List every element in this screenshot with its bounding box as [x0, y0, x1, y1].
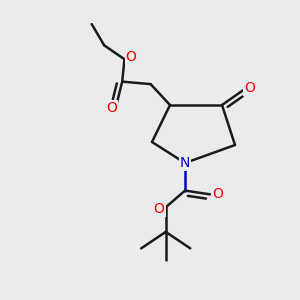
- Text: O: O: [244, 81, 255, 95]
- Text: O: O: [126, 50, 136, 64]
- Text: O: O: [154, 202, 165, 216]
- Text: O: O: [213, 188, 224, 201]
- Text: N: N: [180, 156, 190, 170]
- Text: O: O: [106, 101, 117, 115]
